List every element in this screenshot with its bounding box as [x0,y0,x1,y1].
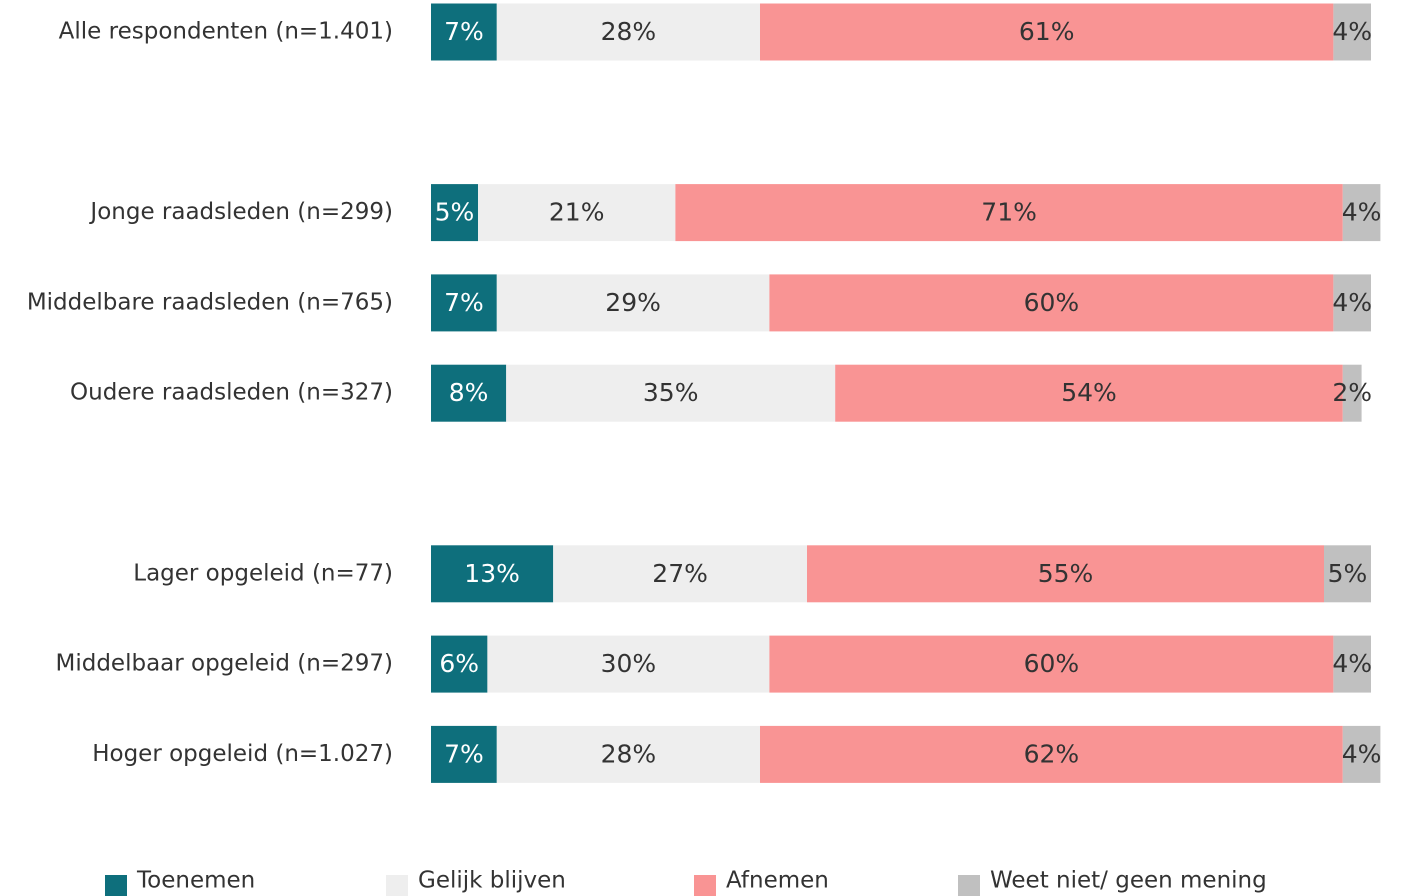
bar-segment [760,3,1334,61]
bar-segment [769,274,1334,332]
bar-segment [431,274,497,332]
bar-segment [835,364,1343,422]
value-label: 62% [1024,739,1080,768]
value-label: 4% [1342,198,1382,227]
bar-segment [496,3,760,61]
category-label: Oudere raadsleden (n=327) [70,380,393,406]
value-label: 71% [981,198,1037,227]
bar-segment [431,3,497,61]
bar-segment [769,635,1334,693]
value-label: 6% [439,649,479,678]
value-label: 21% [549,198,605,227]
value-label: 4% [1332,17,1372,46]
value-label: 4% [1332,288,1372,317]
legend-swatch [386,875,408,896]
value-label: 29% [605,288,661,317]
legend-label: Afnemen [726,868,829,894]
bar-segment [431,725,497,783]
value-label: 30% [601,649,657,678]
bar-segment [487,635,770,693]
bar-segment [431,635,488,693]
bar-segment [431,184,478,242]
value-label: 60% [1024,649,1080,678]
value-label: 7% [444,17,484,46]
value-label: 5% [1328,559,1368,588]
value-label: 27% [652,559,708,588]
bar-segment [1342,725,1381,783]
value-label: 35% [643,378,699,407]
value-label: 28% [601,739,657,768]
value-label: 5% [435,198,475,227]
category-label: Middelbare raadsleden (n=765) [27,289,393,315]
category-label: Hoger opgeleid (n=1.027) [92,741,393,767]
bar-segment [675,184,1343,242]
bar-segment [760,725,1343,783]
bar-segment [1342,184,1381,242]
legend-swatch [105,875,127,896]
value-label: 28% [601,17,657,46]
bar-segment [431,545,554,603]
bar-segment [478,184,676,242]
bar-segment [553,545,807,603]
value-label: 60% [1024,288,1080,317]
value-label: 7% [444,288,484,317]
bar-segment [431,364,507,422]
value-label: 4% [1332,649,1372,678]
value-label: 61% [1019,17,1075,46]
bar-segment [496,725,760,783]
legend-label: Toenemen [136,868,255,894]
legend-label: Weet niet/ geen mening [990,868,1267,894]
value-label: 13% [464,559,520,588]
bar-segment [1333,635,1371,693]
value-label: 55% [1038,559,1094,588]
bar-segment [506,364,836,422]
bar-segment [1333,3,1371,61]
bar-segment [496,274,770,332]
legend-swatch [694,875,716,896]
category-label: Lager opgeleid (n=77) [133,560,393,586]
bar-segment [1342,364,1362,422]
bar-segment [1333,274,1371,332]
category-label: Middelbaar opgeleid (n=297) [56,651,394,677]
category-label: Jonge raadsleden (n=299) [88,199,393,225]
bar-segment [807,545,1324,603]
value-label: 4% [1342,739,1382,768]
value-label: 8% [449,378,489,407]
legend-swatch [958,875,980,896]
value-label: 2% [1332,378,1372,407]
value-label: 7% [444,739,484,768]
bar-segment [1324,545,1371,603]
value-label: 54% [1061,378,1117,407]
legend-label: Gelijk blijven [418,868,566,894]
category-label: Alle respondenten (n=1.401) [59,19,393,45]
